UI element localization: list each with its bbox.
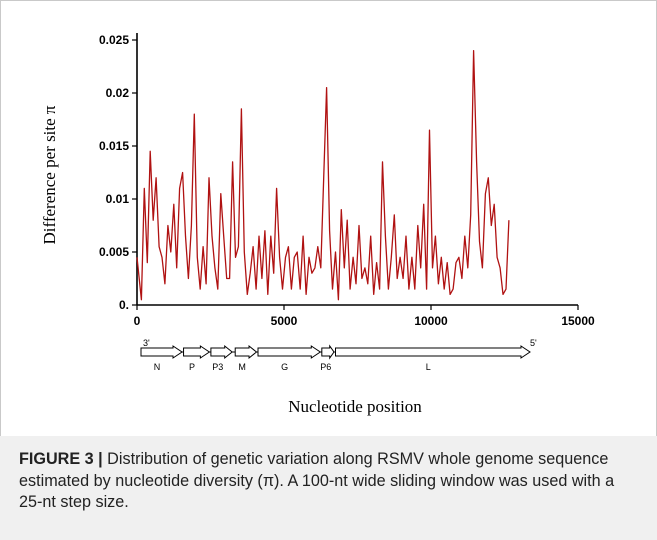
gene-arrow (235, 346, 256, 358)
x-axis-title: Nucleotide position (288, 397, 422, 416)
figure-caption: FIGURE 3 | Distribution of genetic varia… (19, 449, 639, 514)
x-tick-label: 10000 (414, 314, 448, 328)
diversity-series-line (137, 51, 509, 300)
gene-arrow (336, 346, 531, 358)
caption-text: Distribution of genetic variation along … (19, 450, 614, 511)
y-tick-label: 0.02 (106, 86, 130, 100)
y-tick-label: 0. (119, 298, 129, 312)
y-tick-label: 0.01 (106, 192, 130, 206)
genome-map: 3' 5' N P P3 M G P6 L (141, 338, 537, 372)
caption-label: FIGURE 3 | (19, 450, 103, 468)
gene-label: P3 (212, 362, 223, 372)
x-tick-label: 5000 (271, 314, 298, 328)
y-tick-label: 0.005 (99, 245, 129, 259)
gene-arrow (184, 346, 210, 358)
gene-arrow (211, 346, 232, 358)
gene-label: N (154, 362, 161, 372)
y-tick-label: 0.015 (99, 139, 129, 153)
y-ticks: 0. 0.005 0.01 0.015 0.02 0.025 (99, 33, 137, 312)
gene-label: G (281, 362, 288, 372)
gene-label: P6 (320, 362, 331, 372)
gene-arrow (141, 346, 182, 358)
gene-label: L (426, 362, 431, 372)
y-axis-title: Difference per site π (40, 105, 59, 244)
x-tick-label: 0 (134, 314, 141, 328)
genome-end-left: 3' (143, 338, 150, 348)
genome-end-right: 5' (530, 338, 537, 348)
gene-arrow (322, 346, 334, 358)
x-tick-label: 15000 (561, 314, 595, 328)
x-ticks: 0 5000 10000 15000 (134, 305, 595, 328)
y-tick-label: 0.025 (99, 33, 129, 47)
gene-label: P (189, 362, 195, 372)
gene-arrow (258, 346, 320, 358)
gene-label: M (238, 362, 246, 372)
chart-figure: 0. 0.005 0.01 0.015 0.02 0.025 0 5000 10000 1500… (0, 0, 657, 425)
